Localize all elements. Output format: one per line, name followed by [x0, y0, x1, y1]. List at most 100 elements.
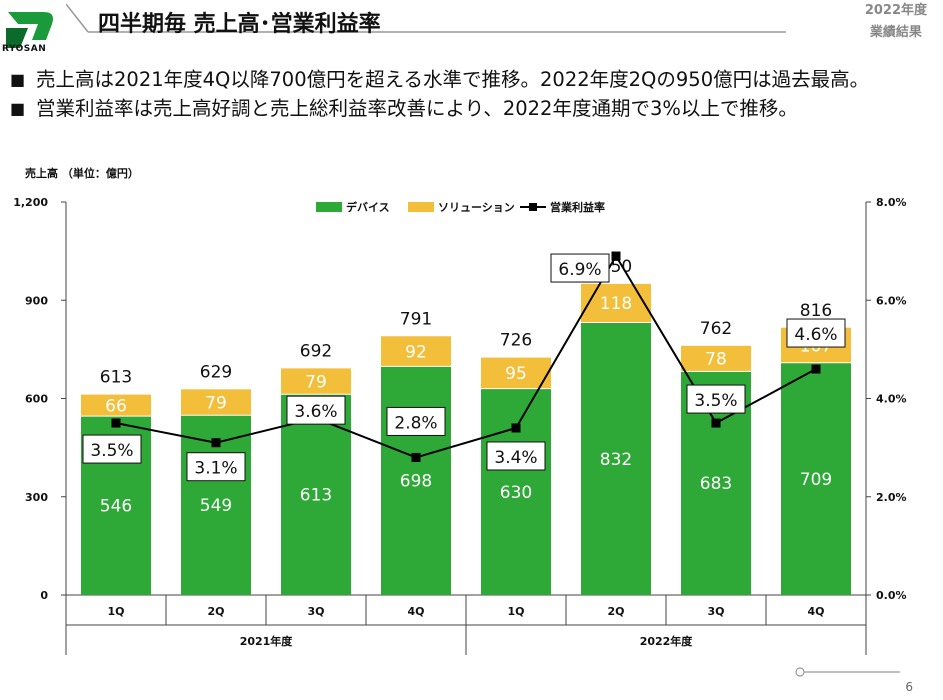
line-label-box — [186, 452, 246, 482]
line-marker — [411, 452, 421, 462]
y-left-tick-label: 300 — [25, 491, 48, 504]
line-label-box — [386, 406, 446, 436]
bar-label-device: 546 — [100, 497, 132, 517]
bar-label-solution: 78 — [705, 350, 727, 370]
badge-year: 2022年度 — [864, 3, 927, 18]
y-right-tick-label: 8.0% — [876, 196, 907, 209]
category-tick-label: 4Q — [807, 605, 824, 618]
bar-solution — [381, 336, 451, 367]
bar-total-label: 762 — [700, 319, 732, 339]
y-right-tick-label: 4.0% — [876, 393, 907, 406]
bar-label-solution: 79 — [205, 393, 227, 413]
bullet-item: ■ 営業利益率は売上高好調と売上総利益率改善により、2022年度通期で3%以上で… — [10, 95, 935, 122]
bar-solution — [281, 368, 351, 395]
bar-solution — [681, 345, 751, 372]
bar-device — [781, 362, 851, 595]
line-marker — [611, 251, 621, 261]
bar-device — [381, 366, 451, 595]
line-marker — [711, 418, 721, 428]
line-data-label: 3.5% — [90, 441, 133, 461]
bar-label-device: 709 — [800, 470, 832, 490]
category-tick-label: 4Q — [407, 605, 424, 618]
line-data-label: 3.1% — [194, 459, 237, 479]
bar-label-device: 832 — [600, 450, 632, 470]
line-marker — [211, 438, 221, 448]
bar-solution — [81, 394, 151, 417]
y-left-tick-label: 900 — [25, 294, 48, 307]
legend-label-device: デバイス — [346, 200, 390, 214]
legend-marker-profit — [529, 203, 537, 211]
bar-device — [481, 388, 551, 595]
bar-total-label: 791 — [400, 309, 432, 329]
y-left-tick-label: 1,200 — [13, 196, 48, 209]
group-label: 2022年度 — [640, 634, 694, 648]
bar-label-solution: 66 — [105, 396, 127, 416]
category-tick-label: 3Q — [707, 605, 724, 618]
y-left-tick-label: 0 — [40, 589, 48, 602]
legend-swatch-solution — [408, 202, 434, 212]
bar-solution — [481, 357, 551, 389]
line-label-box — [550, 253, 610, 283]
bar-label-solution: 95 — [505, 364, 527, 384]
line-label-box — [286, 395, 346, 425]
legend-swatch-device — [316, 202, 342, 212]
logo-text: RYOSAN — [2, 44, 47, 54]
bar-label-device: 683 — [700, 474, 732, 494]
category-tick-label: 1Q — [507, 605, 524, 618]
group-label: 2021年度 — [240, 634, 294, 648]
bar-device — [581, 322, 651, 595]
category-tick-label: 2Q — [207, 605, 224, 618]
bar-label-solution: 92 — [405, 342, 427, 362]
line-data-label: 3.5% — [694, 391, 737, 411]
legend-label-profit: 営業利益率 — [550, 200, 605, 214]
line-label-box — [786, 318, 846, 348]
bar-label-solution: 79 — [305, 372, 327, 392]
bullet-square-icon: ■ — [10, 99, 26, 118]
line-marker — [111, 418, 121, 428]
legend-label-solution: ソリューション — [438, 201, 515, 214]
bullet-item: ■ 売上高は2021年度4Q以降700億円を超える水準で推移。2022年度2Qの… — [10, 66, 935, 93]
bar-total-label: 692 — [300, 341, 332, 361]
bar-label-device: 630 — [500, 483, 532, 503]
line-marker — [811, 364, 821, 374]
y-right-tick-label: 2.0% — [876, 491, 907, 504]
bar-label-device: 613 — [300, 486, 332, 506]
y-right-tick-label: 0.0% — [876, 589, 907, 602]
line-marker — [511, 423, 521, 433]
line-label-box — [686, 384, 746, 414]
line-label-box — [486, 441, 546, 471]
category-tick-label: 3Q — [307, 605, 324, 618]
line-data-label: 6.9% — [558, 260, 601, 280]
y-left-tick-label: 600 — [25, 393, 48, 406]
header-rule — [66, 4, 786, 33]
y-right-tick-label: 6.0% — [876, 294, 907, 307]
bar-total-label: 726 — [500, 331, 532, 351]
bullet-text: 売上高は2021年度4Q以降700億円を超える水準で推移。2022年度2Qの95… — [36, 68, 870, 91]
bar-solution — [581, 283, 651, 323]
bar-total-label: 613 — [100, 368, 132, 388]
footer-rule — [795, 667, 900, 677]
line-data-label: 2.8% — [394, 413, 437, 433]
bar-label-device: 549 — [200, 496, 232, 516]
page-title: 四半期毎 売上高･営業利益率 — [98, 12, 381, 37]
bullet-square-icon: ■ — [10, 70, 26, 89]
unit-label: 売上高 （単位：億円） — [25, 167, 139, 180]
bullet-text: 営業利益率は売上高好調と売上総利益率改善により、2022年度通期で3%以上で推移… — [36, 97, 798, 120]
line-data-label: 3.4% — [494, 448, 537, 468]
line-data-label: 4.6% — [794, 325, 837, 345]
summary-bullets: ■ 売上高は2021年度4Q以降700億円を超える水準で推移。2022年度2Qの… — [10, 66, 935, 124]
bar-label-device: 698 — [400, 472, 432, 492]
badge-label: 業績結果 — [869, 25, 922, 40]
status-badge: 2022年度 業績結果 — [865, 0, 927, 44]
category-tick-label: 1Q — [107, 605, 124, 618]
company-logo-icon — [6, 12, 53, 48]
bar-solution — [181, 389, 251, 416]
bar-total-label: 816 — [800, 301, 832, 321]
bar-label-solution: 118 — [600, 294, 632, 314]
bar-total-label: 629 — [200, 362, 232, 382]
category-tick-label: 2Q — [607, 605, 624, 618]
line-label-box — [82, 434, 142, 464]
line-data-label: 3.6% — [294, 402, 337, 422]
page-number: 6 — [905, 680, 913, 694]
